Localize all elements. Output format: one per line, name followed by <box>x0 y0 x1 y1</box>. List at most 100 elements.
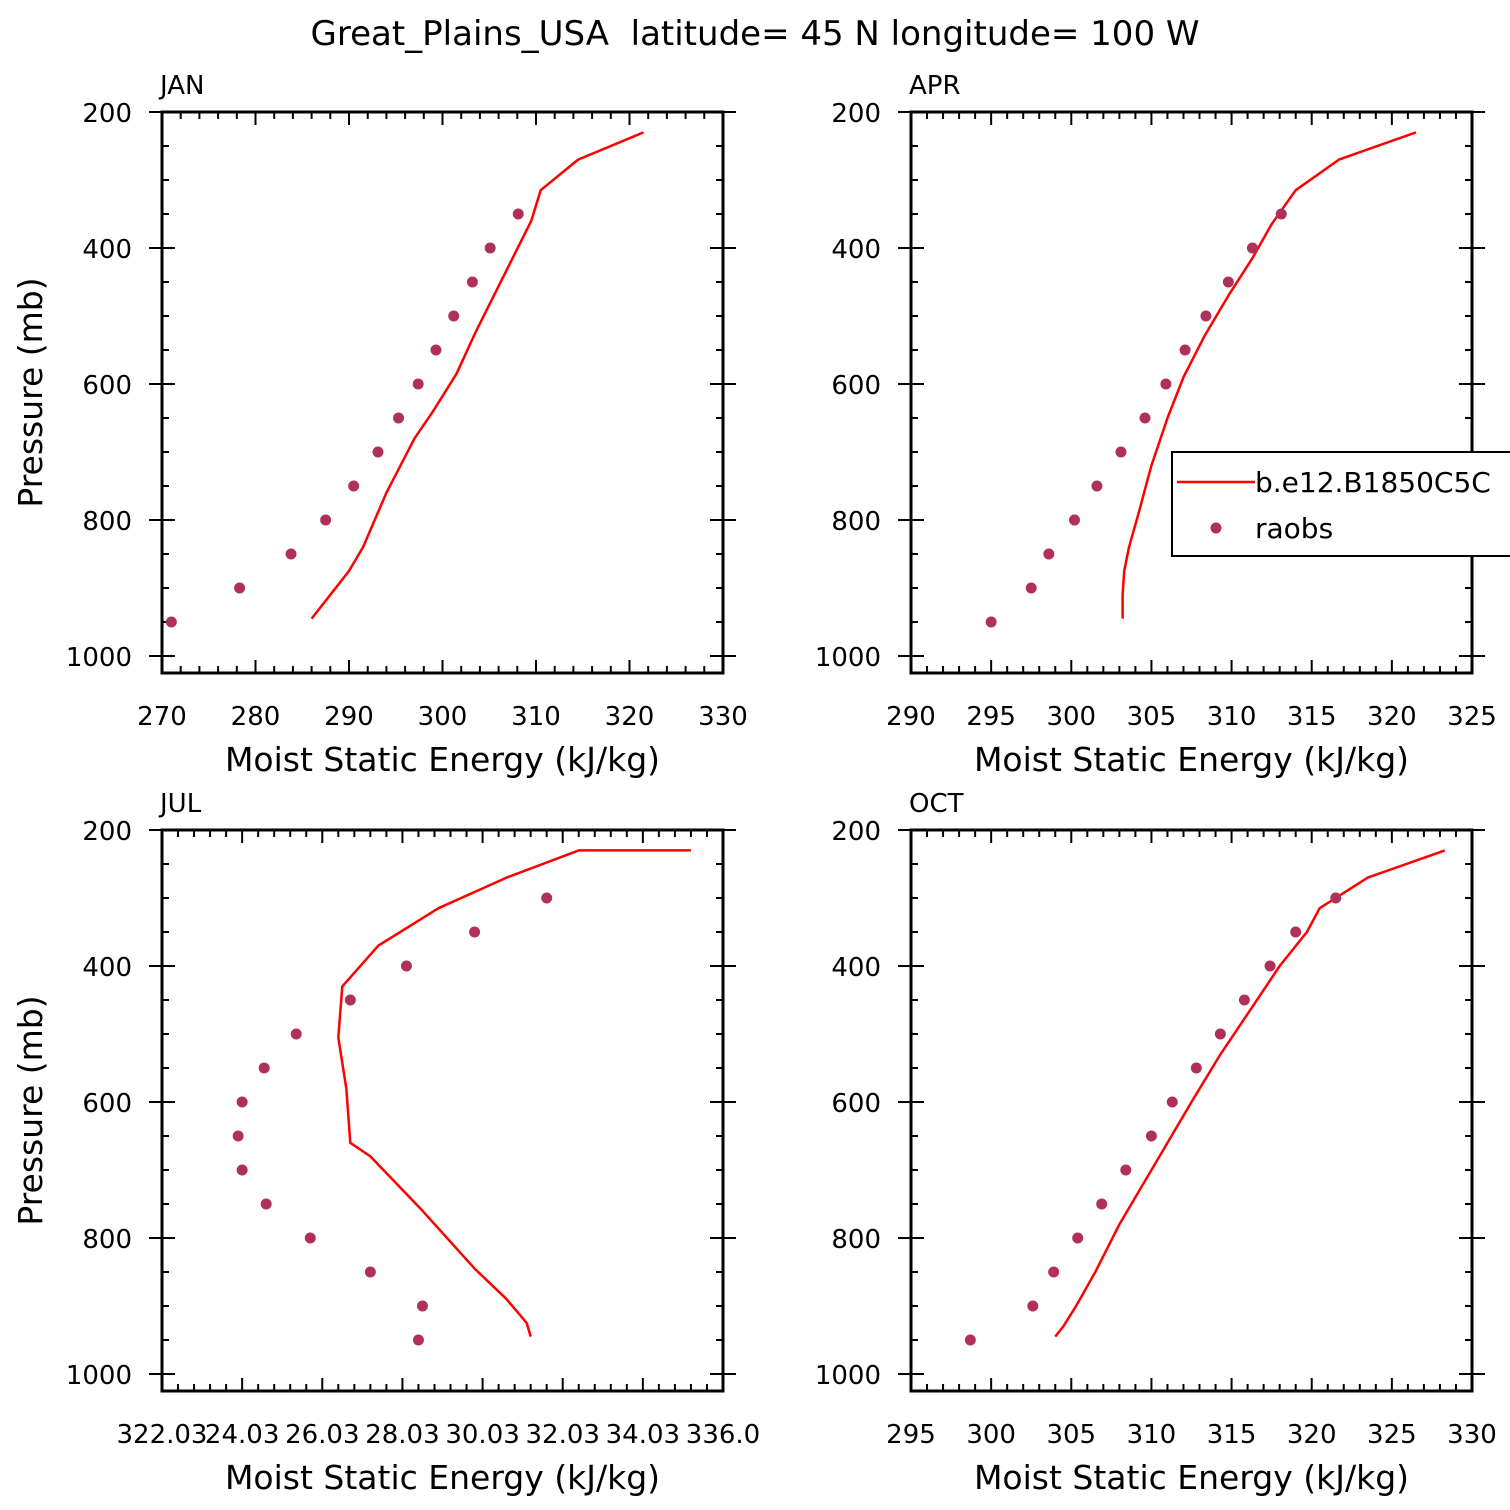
x-tick-label: 32.03 <box>525 1420 599 1450</box>
raobs-point <box>1145 1130 1157 1142</box>
panel-label: APR <box>909 71 961 101</box>
x-tick-label: 320 <box>1287 1420 1337 1450</box>
raobs-point <box>260 1198 272 1210</box>
x-tick-label: 322.03 <box>117 1420 208 1450</box>
x-tick-label: 336.0 <box>686 1420 760 1450</box>
y-tick-label: 1000 <box>815 643 881 673</box>
raobs-point <box>344 994 356 1006</box>
raobs-point <box>412 378 424 390</box>
raobs-point <box>1043 548 1055 560</box>
y-tick-label: 600 <box>82 371 132 401</box>
x-tick-label: 310 <box>1127 1420 1177 1450</box>
y-tick-label: 600 <box>82 1089 132 1119</box>
raobs-point <box>372 446 384 458</box>
plot-frame <box>160 110 725 675</box>
x-tick-label: 26.03 <box>285 1420 359 1450</box>
raobs-point <box>165 616 177 628</box>
raobs-point <box>416 1300 428 1312</box>
raobs-point <box>236 1164 248 1176</box>
model-line <box>1121 131 1417 619</box>
raobs-point <box>466 276 478 288</box>
raobs-point <box>290 1028 302 1040</box>
x-tick-label: 330 <box>1447 1420 1497 1450</box>
y-tick-label: 400 <box>831 235 881 265</box>
raobs-point <box>1072 1232 1084 1244</box>
x-tick-label: 315 <box>1287 702 1337 732</box>
plot-frame <box>160 828 725 1393</box>
x-tick-label: 325 <box>1367 1420 1417 1450</box>
raobs-point <box>304 1232 316 1244</box>
y-tick-label: 1000 <box>815 1361 881 1391</box>
raobs-point <box>320 514 332 526</box>
raobs-point <box>1238 994 1250 1006</box>
raobs-point <box>448 310 460 322</box>
plot-frame <box>909 828 1474 1393</box>
panel-label: JUL <box>158 789 202 819</box>
y-tick-label: 400 <box>82 235 132 265</box>
x-tick-label: 325 <box>1447 702 1497 732</box>
x-tick-label: 290 <box>886 702 936 732</box>
x-tick-label: 300 <box>966 1420 1016 1450</box>
raobs-point <box>234 582 246 594</box>
raobs-point <box>1200 310 1212 322</box>
raobs-point <box>412 1334 424 1346</box>
raobs-point <box>484 242 496 254</box>
x-tick-label: 295 <box>966 702 1016 732</box>
y-tick-label: 200 <box>831 99 881 129</box>
raobs-point <box>541 892 553 904</box>
y-tick-label: 800 <box>82 507 132 537</box>
model-line <box>310 131 644 620</box>
raobs-point <box>1139 412 1151 424</box>
raobs-point <box>1166 1096 1178 1108</box>
model-line <box>337 849 691 1337</box>
raobs-point <box>1190 1062 1202 1074</box>
x-tick-label: 28.03 <box>365 1420 439 1450</box>
x-tick-label: 300 <box>1046 702 1096 732</box>
y-axis-label: Pressure (mb) <box>11 277 50 507</box>
raobs-point <box>1048 1266 1060 1278</box>
raobs-point <box>236 1096 248 1108</box>
raobs-point <box>1160 378 1172 390</box>
y-axis-label: Pressure (mb) <box>11 995 50 1225</box>
x-tick-label: 34.03 <box>606 1420 680 1450</box>
raobs-point <box>1214 1028 1226 1040</box>
raobs-point <box>1222 276 1234 288</box>
legend-obs-swatch <box>1210 522 1222 534</box>
x-tick-label: 315 <box>1207 1420 1257 1450</box>
raobs-point <box>285 548 297 560</box>
y-tick-label: 400 <box>82 953 132 983</box>
raobs-point <box>393 412 405 424</box>
raobs-point <box>1290 926 1302 938</box>
y-tick-label: 800 <box>831 1225 881 1255</box>
y-tick-label: 800 <box>82 1225 132 1255</box>
x-tick-label: 330 <box>698 702 748 732</box>
raobs-point <box>1091 480 1103 492</box>
raobs-point <box>400 960 412 972</box>
x-tick-label: 290 <box>324 702 374 732</box>
legend-obs-label: raobs <box>1255 512 1333 545</box>
plot-frame <box>909 110 1474 675</box>
raobs-point <box>1096 1198 1108 1210</box>
raobs-point <box>1275 208 1287 220</box>
raobs-point <box>430 344 442 356</box>
raobs-point <box>364 1266 376 1278</box>
plots-layer: 270 280 290 300 310 320 330 200 400 600 800 1000 JAN… <box>11 71 1510 1497</box>
raobs-point <box>1068 514 1080 526</box>
y-tick-label: 200 <box>831 817 881 847</box>
x-tick-label: 300 <box>418 702 468 732</box>
y-tick-label: 600 <box>831 1089 881 1119</box>
x-tick-label: 310 <box>511 702 561 732</box>
raobs-point <box>348 480 360 492</box>
y-tick-label: 200 <box>82 99 132 129</box>
x-axis-label: Moist Static Energy (kJ/kg) <box>974 740 1409 779</box>
legend: b.e12.B1850C5C raobs <box>1171 451 1510 557</box>
panel-label: JAN <box>158 71 204 101</box>
raobs-point <box>1115 446 1127 458</box>
x-tick-label: 320 <box>1367 702 1417 732</box>
raobs-point <box>964 1334 976 1346</box>
y-tick-label: 200 <box>82 817 132 847</box>
x-tick-label: 280 <box>231 702 281 732</box>
raobs-point <box>1246 242 1258 254</box>
raobs-point <box>232 1130 244 1142</box>
